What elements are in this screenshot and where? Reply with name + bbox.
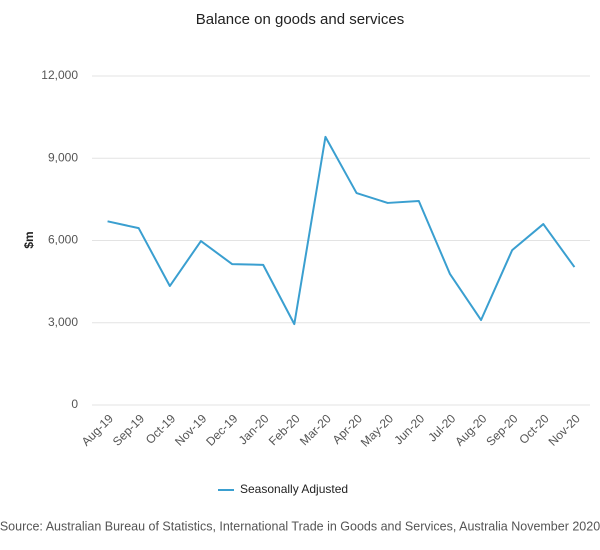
x-tick-label: Feb-20 — [266, 411, 303, 448]
legend-label: Seasonally Adjusted — [240, 482, 348, 496]
chart-title: Balance on goods and services — [196, 11, 404, 28]
x-tick-label: Mar-20 — [297, 411, 334, 448]
x-tick-label: Sep-20 — [483, 411, 520, 448]
data-line — [107, 135, 576, 326]
x-tick-label: Nov-20 — [546, 411, 583, 448]
x-tick-label: Jun-20 — [391, 411, 427, 447]
x-tick-label: Nov-19 — [172, 411, 209, 448]
y-tick-label: 3,000 — [48, 315, 78, 329]
y-tick-label: 12,000 — [41, 68, 78, 82]
x-tick-label: Oct-20 — [516, 411, 552, 447]
y-tick-label: 0 — [71, 397, 78, 411]
y-axis-label: $m — [22, 231, 36, 248]
y-tick-label: 6,000 — [48, 233, 78, 247]
y-tick-label: 9,000 — [48, 150, 78, 164]
source-note: Source: Australian Bureau of Statistics,… — [0, 519, 600, 533]
x-tick-label: Oct-19 — [143, 411, 179, 447]
x-tick-label: May-20 — [358, 411, 396, 449]
x-tick-label: Aug-19 — [79, 411, 116, 448]
x-tick-label: Sep-19 — [110, 411, 147, 448]
x-tick-label: Dec-19 — [203, 411, 240, 448]
x-tick-label: Jan-20 — [236, 411, 272, 447]
x-tick-label: Aug-20 — [452, 411, 489, 448]
